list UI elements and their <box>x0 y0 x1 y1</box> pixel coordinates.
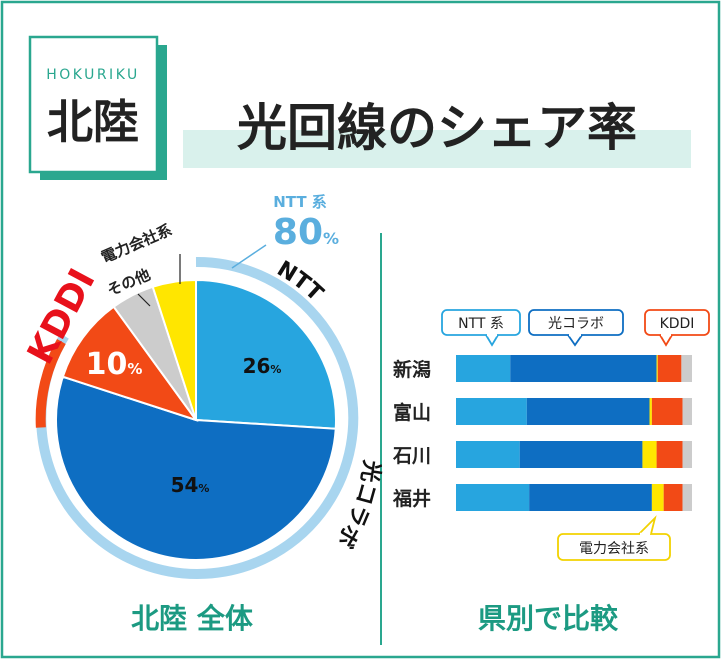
bar-segment-kddi <box>651 398 683 425</box>
bar-segment-other <box>681 355 692 382</box>
legend-ntt-label: NTT 系 <box>458 316 504 332</box>
bar-segment-ntt <box>456 441 520 468</box>
bar-category-label: 新潟 <box>393 358 431 381</box>
bar-segment-ntt <box>456 398 527 425</box>
legend-hikari: 光コラボ <box>528 309 624 347</box>
pie-slice-kddi <box>61 305 199 422</box>
region-jp-label: 北陸 <box>47 95 139 149</box>
bar-segment-kddi <box>663 484 683 511</box>
bar-segment-power <box>649 398 652 425</box>
ntt-group-ring <box>36 256 359 579</box>
bar-segment-other <box>682 441 692 468</box>
bar-segment-hikari <box>526 398 650 425</box>
pie-slice-ntt <box>195 278 337 430</box>
pie-label-hikari: 54% <box>171 473 210 497</box>
legend-kddi-label: KDDI <box>660 316 695 332</box>
pie-chart: 26% 54% 10% <box>35 256 359 579</box>
bar-segment-power <box>656 355 658 382</box>
region-badge: HOKURIKU 北陸 <box>28 35 167 180</box>
ntt-group-callout: NTT 系 80% <box>231 193 339 269</box>
bar-category-label: 石川 <box>392 445 431 467</box>
bar-segment-ntt <box>456 484 530 511</box>
pie-label-ntt: 26% <box>243 354 282 378</box>
ntt-group-leader <box>231 244 267 269</box>
bar-category-label: 富山 <box>393 401 431 424</box>
bar-segment-hikari <box>529 484 652 511</box>
region-en-label: HOKURIKU <box>46 67 140 83</box>
pie-label-kddi: 10% <box>86 347 143 382</box>
title-band <box>183 130 691 168</box>
ntt-group-label: NTT 系 <box>273 193 327 211</box>
bar-segment-power <box>651 484 664 511</box>
legend-power-label: 電力会社系 <box>579 541 649 557</box>
legend-power: 電力会社系 <box>557 515 671 561</box>
bar-category-label: 福井 <box>392 487 431 510</box>
footer-right-label: 県別で比較 <box>478 602 619 635</box>
legend-ntt: NTT 系 <box>441 309 521 347</box>
bar-segment-other <box>682 484 692 511</box>
bar-segment-hikari <box>519 441 643 468</box>
pie-slice-hikari <box>55 375 337 561</box>
bar-segment-hikari <box>510 355 657 382</box>
legend-kddi: KDDI <box>644 309 710 347</box>
bar-segment-kddi <box>657 355 682 382</box>
page-title: 光回線のシェア率 <box>237 99 637 157</box>
kddi-ring <box>35 338 66 428</box>
bar-segment-ntt <box>456 355 511 382</box>
bar-segment-kddi <box>656 441 683 468</box>
footer-left-label: 北陸 全体 <box>131 602 254 635</box>
legend-hikari-label: 光コラボ <box>548 316 604 332</box>
bar-segment-other <box>682 398 692 425</box>
ntt-group-value: 80% <box>273 212 339 253</box>
bar-segment-power <box>642 441 657 468</box>
pie-slice-power <box>151 278 197 421</box>
other-leader <box>137 293 151 307</box>
